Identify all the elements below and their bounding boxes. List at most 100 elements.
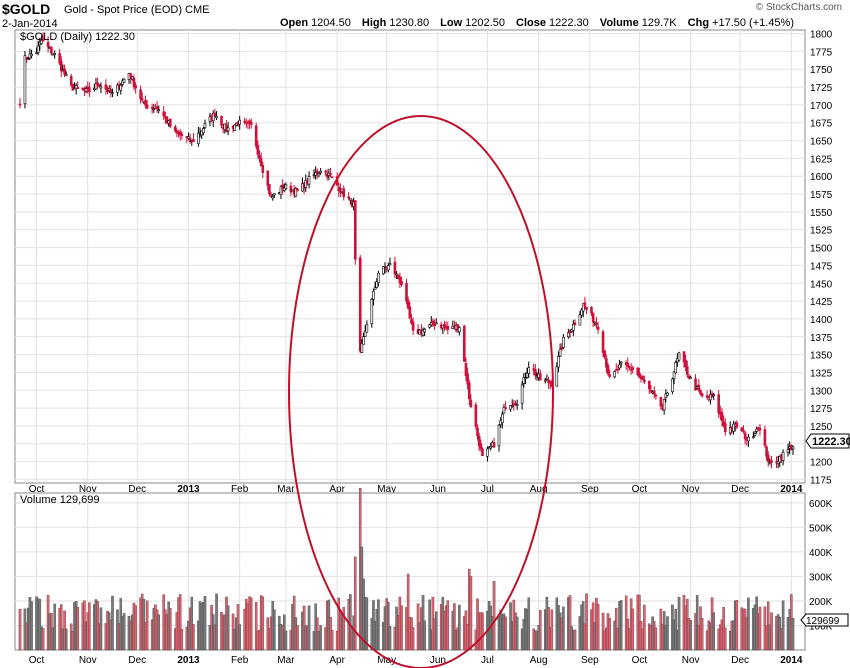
- candle-down: [140, 98, 144, 101]
- price-tick-label: 1675: [810, 119, 833, 130]
- candle-up: [593, 321, 597, 324]
- candle-down: [720, 412, 724, 422]
- price-x-tick-label: 2013: [177, 484, 200, 495]
- candle-down: [723, 423, 727, 433]
- volume-bar: [342, 607, 345, 651]
- candle-up: [580, 309, 583, 316]
- candle-up: [497, 424, 501, 447]
- candle-up: [74, 85, 78, 90]
- volume-x-tick-label: Aug: [530, 655, 548, 666]
- candle-down: [266, 170, 270, 186]
- candle-down: [41, 38, 45, 42]
- volume-bar: [180, 629, 184, 651]
- candle-down: [591, 313, 595, 323]
- volume-x-axis: Oct Nov Dec 2013 Feb Mar Apr May Jun Jul Aug Sep Oct…: [29, 655, 803, 666]
- candle-up: [618, 364, 621, 369]
- candle-up: [53, 53, 56, 55]
- candle-up: [372, 290, 375, 300]
- candle-up: [672, 371, 676, 380]
- candle-up: [572, 324, 575, 331]
- candle-down: [398, 276, 402, 284]
- volume-x-tick-label: Dec: [128, 655, 146, 666]
- volume-bar: [53, 603, 56, 651]
- candle-up: [747, 436, 750, 442]
- volume-bar: [307, 605, 311, 651]
- candle-up: [677, 352, 681, 361]
- volume-bar: [400, 605, 403, 651]
- volume-bar: [203, 596, 207, 651]
- candle-down: [178, 131, 182, 136]
- candle-down: [18, 103, 22, 106]
- candle-up: [294, 188, 298, 197]
- candle-up: [515, 404, 519, 406]
- volume-bar: [178, 594, 182, 651]
- candle-down: [329, 173, 332, 176]
- candle-down: [405, 283, 408, 302]
- candle-up: [522, 377, 526, 384]
- candle-up: [84, 88, 88, 92]
- candle-down: [479, 443, 483, 449]
- candle-up: [203, 123, 207, 129]
- candle-up: [557, 356, 560, 368]
- candle-down: [766, 454, 770, 462]
- candle-down: [411, 321, 415, 331]
- candle-down: [155, 106, 159, 109]
- candle-down: [740, 427, 744, 432]
- candle-down: [46, 41, 50, 48]
- volume-bar: [562, 606, 565, 651]
- volume-y-axis: 100K 200K 300K 400K 500K 600K: [809, 499, 833, 633]
- volume-bar: [30, 601, 33, 651]
- volume-label: Volume: [599, 17, 639, 29]
- volume-bar: [238, 624, 241, 651]
- candle-up: [377, 272, 380, 283]
- candle-down: [514, 402, 517, 405]
- price-x-tick-label: Jun: [430, 484, 446, 495]
- candle-down: [682, 351, 686, 363]
- candle-down: [393, 261, 397, 275]
- candle-down: [573, 322, 577, 326]
- volume-bar: [568, 595, 572, 651]
- candle-down: [175, 131, 179, 134]
- candle-up: [119, 84, 123, 91]
- volume-legend: Volume 129,699: [20, 494, 100, 506]
- candle-down: [477, 436, 481, 447]
- low-value: 1202.50: [465, 17, 505, 29]
- volume-bar: [64, 628, 68, 651]
- candle-down: [603, 350, 607, 358]
- candle-up: [365, 323, 369, 333]
- open-value: 1204.50: [311, 17, 351, 29]
- volume-bar: [190, 596, 194, 651]
- candle-up: [226, 127, 230, 132]
- candle-down: [58, 53, 61, 64]
- candle-down: [652, 390, 656, 395]
- last-volume-tag-shape: [800, 613, 849, 627]
- candle-up: [373, 287, 377, 290]
- candle-down: [400, 281, 403, 285]
- candle-up: [94, 83, 98, 90]
- price-x-axis: Oct Nov Dec 2013 Feb Mar Apr May Jun Jul Aug Sep Oct…: [29, 484, 803, 495]
- volume-x-tick-label: Dec: [731, 655, 749, 666]
- price-tick-label: 1525: [810, 226, 833, 237]
- candle-up: [363, 330, 367, 337]
- candle-down: [467, 382, 471, 400]
- candle-down: [145, 104, 149, 109]
- volume-bar: [60, 604, 63, 651]
- candle-down: [169, 118, 172, 127]
- volume-bar: [226, 605, 230, 651]
- candle-down: [144, 99, 147, 106]
- volume-bar: [406, 573, 410, 651]
- last-price-tag-shape: [805, 433, 850, 449]
- candle-up: [423, 328, 426, 333]
- volume-tick-label: 200K: [809, 597, 833, 608]
- volume-bar: [770, 612, 773, 651]
- candle-up: [187, 136, 190, 139]
- high-value: 1230.80: [389, 17, 430, 29]
- volume-bar: [492, 581, 496, 651]
- volume-bar: [674, 608, 677, 651]
- volume-bar: [712, 612, 715, 651]
- candle-up: [23, 55, 27, 105]
- chart-description: Gold - Spot Price (EOD) CME: [64, 4, 210, 16]
- candle-up: [689, 377, 692, 379]
- high-label: High: [361, 17, 387, 29]
